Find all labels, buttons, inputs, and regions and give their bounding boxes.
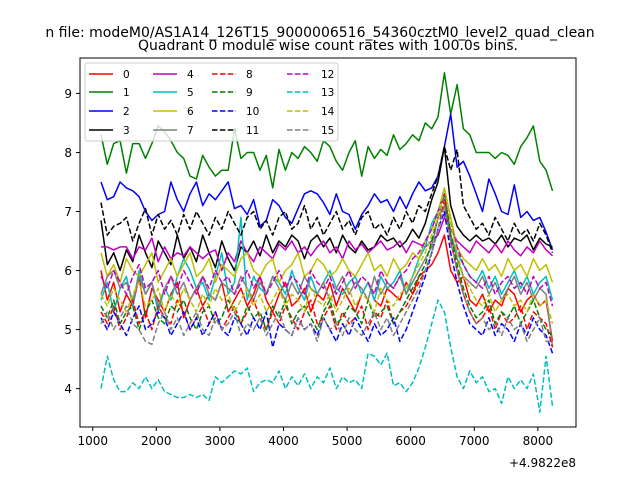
y-tick-label: 9 bbox=[64, 87, 72, 101]
legend-label-15: 15 bbox=[321, 125, 334, 137]
axes-layer: 1000 2000 3000 4000 5000 6000 7000 8000 4 5 6 7 8 9 bbox=[64, 87, 553, 448]
x-tick-label: 1000 bbox=[77, 434, 108, 448]
chart-title: Quadrant 0 module wise count rates with … bbox=[138, 38, 518, 54]
plot-frame bbox=[79, 57, 577, 428]
x-tick-label: 6000 bbox=[395, 434, 426, 448]
series-line-15 bbox=[100, 204, 553, 346]
y-tick-label: 5 bbox=[64, 323, 72, 337]
legend-label-6: 6 bbox=[187, 106, 194, 118]
x-tick-label: 5000 bbox=[332, 434, 363, 448]
legend-label-14: 14 bbox=[321, 106, 335, 118]
legend-label-7: 7 bbox=[187, 125, 194, 137]
legend-label-8: 8 bbox=[246, 69, 253, 81]
legend-label-1: 1 bbox=[123, 87, 130, 99]
y-tick-label: 4 bbox=[64, 382, 72, 396]
figure-suptitle: n file: modeM0/AS1A14_126T15_9000006516_… bbox=[45, 25, 594, 41]
y-tick-label: 8 bbox=[64, 146, 72, 160]
series-line-12 bbox=[100, 193, 554, 307]
series-line-14 bbox=[100, 187, 554, 324]
series-line-1 bbox=[100, 72, 554, 192]
legend-label-13: 13 bbox=[321, 87, 334, 99]
legend-label-9: 9 bbox=[246, 87, 253, 99]
x-tick-label: 7000 bbox=[459, 434, 490, 448]
x-tick-label: 4000 bbox=[268, 434, 299, 448]
series-line-11 bbox=[100, 145, 554, 254]
x-tick-label: 8000 bbox=[523, 434, 554, 448]
legend-label-11: 11 bbox=[246, 125, 259, 137]
series-line-13 bbox=[100, 299, 554, 413]
series-line-5 bbox=[100, 193, 554, 313]
x-tick-label: 2000 bbox=[141, 434, 172, 448]
series-line-6 bbox=[100, 187, 554, 284]
legend-label-4: 4 bbox=[187, 69, 194, 81]
x-tick-label: 3000 bbox=[205, 434, 236, 448]
series-line-2 bbox=[100, 113, 554, 251]
legend-label-5: 5 bbox=[187, 87, 194, 99]
series-line-9 bbox=[100, 193, 554, 337]
series-line-7 bbox=[100, 204, 554, 348]
series-layer bbox=[100, 72, 554, 413]
legend-label-10: 10 bbox=[246, 106, 259, 118]
x-offset-label: +4.9822e8 bbox=[509, 456, 576, 470]
legend-box bbox=[84, 62, 339, 142]
y-tick-label: 7 bbox=[64, 205, 72, 219]
series-line-4 bbox=[101, 216, 554, 272]
legend-label-2: 2 bbox=[123, 106, 130, 118]
series-line-3 bbox=[100, 145, 553, 272]
legend-label-0: 0 bbox=[123, 69, 130, 81]
y-tick-label: 6 bbox=[64, 264, 72, 278]
legend-label-3: 3 bbox=[123, 125, 130, 137]
legend-label-12: 12 bbox=[321, 69, 334, 81]
